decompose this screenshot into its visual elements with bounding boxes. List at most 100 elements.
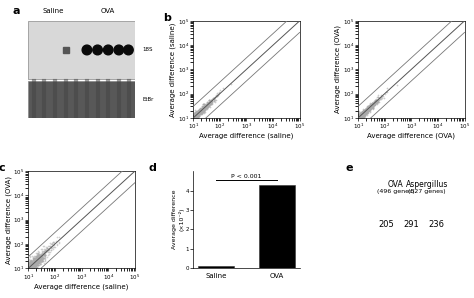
Point bbox=[199, 106, 207, 111]
Point bbox=[362, 110, 370, 115]
Point bbox=[46, 247, 53, 252]
Point bbox=[39, 256, 47, 260]
Point bbox=[362, 111, 370, 116]
Point bbox=[27, 261, 35, 266]
Point bbox=[357, 112, 365, 117]
Point bbox=[35, 261, 42, 266]
Point bbox=[28, 262, 36, 267]
Point bbox=[192, 114, 200, 119]
Point bbox=[34, 255, 42, 260]
Point bbox=[197, 109, 205, 114]
Point bbox=[194, 111, 202, 116]
Point bbox=[31, 260, 39, 265]
Point bbox=[36, 261, 44, 266]
Point bbox=[45, 252, 52, 257]
X-axis label: Average difference (OVA): Average difference (OVA) bbox=[367, 133, 456, 139]
Point bbox=[50, 240, 57, 245]
Point bbox=[30, 257, 38, 261]
Point bbox=[40, 252, 48, 257]
Point bbox=[359, 112, 367, 117]
Point bbox=[356, 114, 364, 119]
Point bbox=[193, 109, 201, 114]
Point bbox=[366, 105, 374, 110]
Point bbox=[36, 254, 43, 258]
Point bbox=[190, 114, 197, 119]
Point bbox=[26, 264, 34, 269]
Point bbox=[31, 258, 38, 263]
Point bbox=[360, 113, 368, 118]
Point bbox=[25, 265, 33, 270]
Point bbox=[357, 111, 365, 116]
Point bbox=[196, 110, 203, 115]
Point bbox=[33, 254, 41, 259]
Point bbox=[30, 263, 37, 268]
Point bbox=[47, 246, 55, 250]
Point bbox=[27, 257, 35, 262]
Point bbox=[366, 109, 374, 114]
Point bbox=[191, 114, 198, 119]
Point bbox=[25, 261, 33, 266]
Point bbox=[355, 114, 363, 119]
Point bbox=[356, 115, 363, 120]
Point bbox=[30, 258, 37, 263]
Point bbox=[357, 111, 365, 116]
Point bbox=[200, 105, 208, 110]
Point bbox=[369, 102, 377, 106]
Point bbox=[359, 114, 367, 119]
Point bbox=[31, 264, 39, 268]
Point bbox=[35, 257, 42, 261]
Point bbox=[362, 111, 369, 116]
Point bbox=[193, 111, 201, 116]
Point bbox=[208, 100, 215, 105]
Point bbox=[204, 101, 211, 106]
Point bbox=[34, 255, 42, 260]
Point bbox=[36, 258, 43, 263]
Point bbox=[25, 260, 33, 265]
Point bbox=[25, 264, 32, 269]
Point bbox=[374, 94, 381, 99]
Point bbox=[191, 115, 199, 119]
Point bbox=[33, 260, 40, 265]
Point bbox=[195, 110, 203, 115]
Point bbox=[368, 102, 376, 107]
Point bbox=[31, 257, 38, 262]
Point bbox=[27, 265, 35, 270]
Point bbox=[30, 258, 38, 263]
Point bbox=[363, 106, 370, 111]
Point bbox=[45, 247, 52, 252]
Point bbox=[361, 113, 369, 118]
Point bbox=[358, 111, 366, 116]
Point bbox=[32, 259, 39, 264]
Point bbox=[363, 110, 371, 115]
Point bbox=[31, 263, 39, 267]
Point bbox=[192, 112, 200, 117]
Point bbox=[357, 113, 365, 118]
Point bbox=[198, 108, 205, 113]
Point bbox=[197, 110, 204, 114]
Point bbox=[359, 107, 366, 112]
Point bbox=[355, 111, 362, 116]
Point bbox=[194, 111, 202, 115]
Point bbox=[359, 110, 366, 114]
Point bbox=[365, 105, 373, 110]
Point bbox=[355, 112, 363, 117]
Point bbox=[194, 110, 201, 115]
Point bbox=[26, 260, 34, 265]
Point bbox=[39, 253, 46, 258]
Point bbox=[357, 114, 365, 119]
Point bbox=[367, 104, 374, 109]
Point bbox=[33, 256, 40, 261]
Point bbox=[198, 110, 205, 115]
Point bbox=[357, 111, 365, 116]
Point bbox=[363, 108, 371, 112]
Point bbox=[359, 109, 367, 114]
Point bbox=[28, 264, 36, 269]
Point bbox=[27, 261, 35, 266]
Point bbox=[36, 256, 44, 261]
Point bbox=[32, 262, 39, 267]
Point bbox=[216, 88, 224, 92]
Point bbox=[361, 111, 368, 115]
Point bbox=[29, 262, 37, 267]
Point bbox=[375, 96, 383, 101]
Point bbox=[357, 114, 365, 118]
